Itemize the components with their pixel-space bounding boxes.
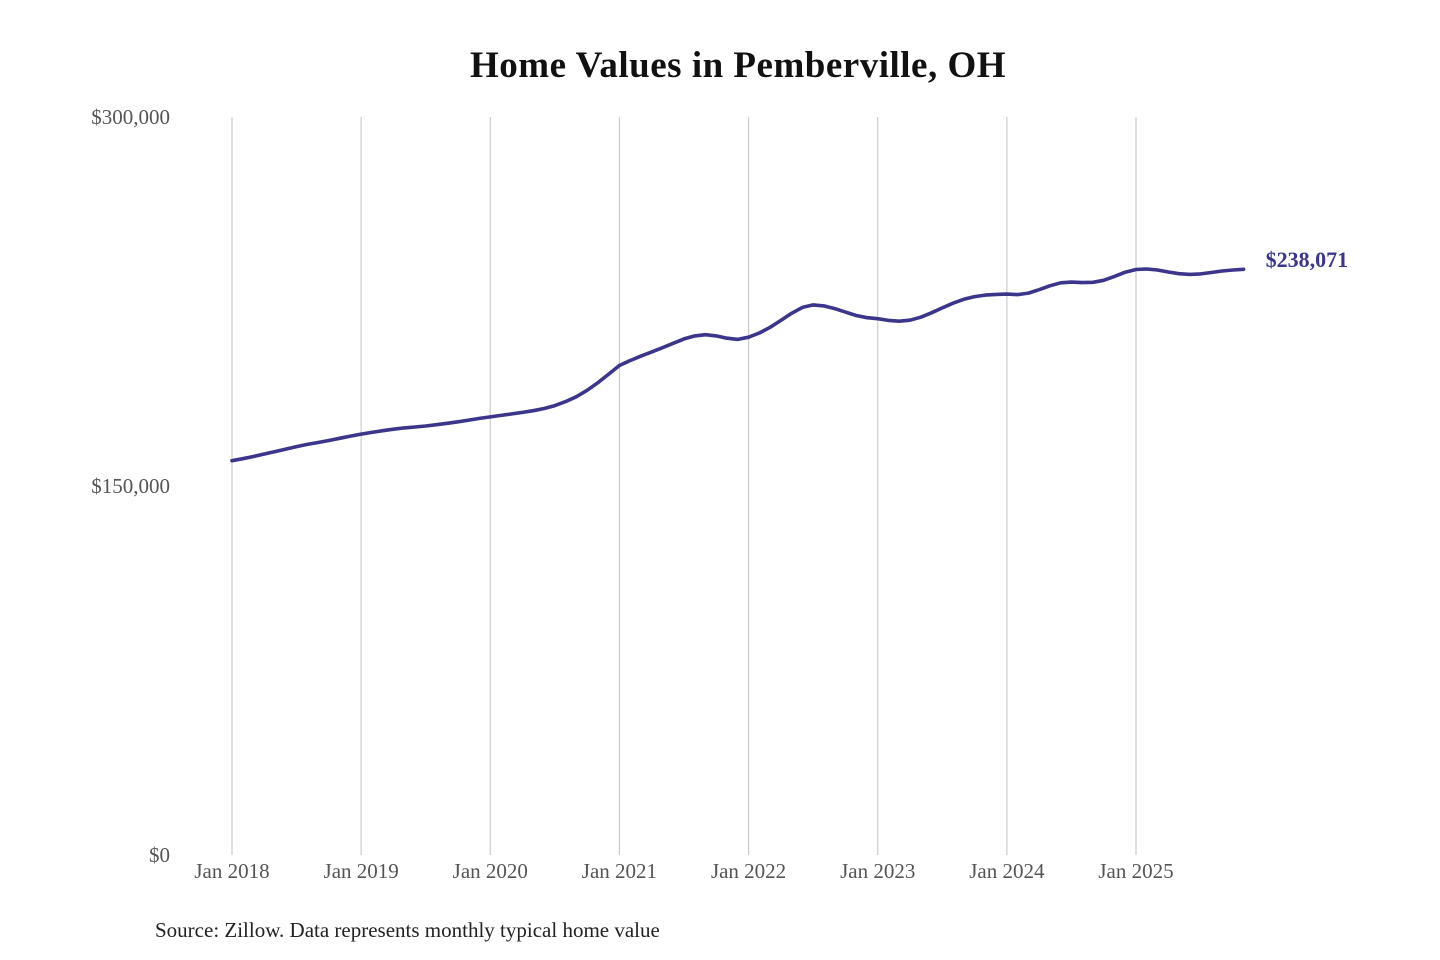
y-tick-label-300000: $300,000 [91, 105, 170, 129]
source-note: Source: Zillow. Data represents monthly … [155, 918, 660, 942]
home-value-line [230, 267, 1246, 463]
x-tick-label-jan-2020: Jan 2020 [452, 859, 528, 883]
current-value-label: $238,071 [1265, 247, 1349, 273]
y-tick-label-0: $0 [149, 843, 170, 867]
x-tick-label-jan-2024: Jan 2024 [969, 859, 1045, 883]
x-tick-label-jan-2021: Jan 2021 [581, 859, 658, 883]
x-tick-label-jan-2022: Jan 2022 [710, 859, 787, 883]
y-tick-label-150000: $150,000 [91, 474, 170, 498]
chart-title: Home Values in Pemberville, OH [469, 45, 1007, 86]
x-tick-label-jan-2025: Jan 2025 [1098, 859, 1174, 883]
x-tick-label-jan-2019: Jan 2019 [323, 859, 399, 883]
gridlines [231, 117, 1137, 855]
x-tick-label-jan-2023: Jan 2023 [840, 859, 916, 883]
x-tick-label-jan-2018: Jan 2018 [194, 859, 270, 883]
